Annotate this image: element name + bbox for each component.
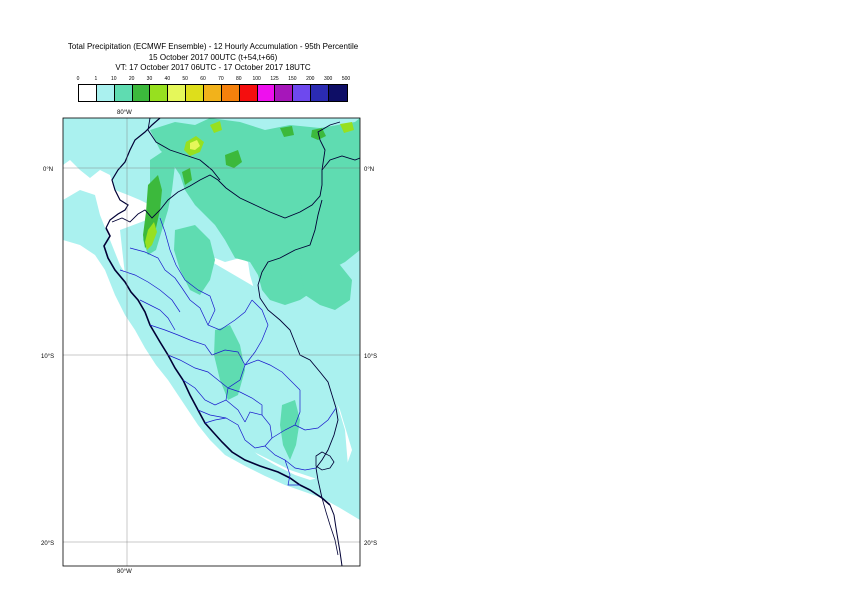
legend-tick-label: 100 — [252, 76, 261, 82]
legend-tick-label: 0 — [76, 76, 80, 82]
legend-tick-label: 10 — [110, 76, 117, 82]
coastline-ecuador — [105, 118, 161, 229]
precip-area-30-40-a — [145, 222, 157, 250]
legend-swatch — [150, 85, 169, 101]
lon-label-top-80w: 80°W — [117, 110, 132, 116]
dept-line-9 — [244, 359, 301, 391]
dept-line-17 — [139, 299, 176, 331]
precip-area-10-20-north — [150, 118, 360, 305]
color-legend: 0 1 10 20 30 40 50 60 70 80 100 125 150 200 300 500 — [76, 76, 351, 102]
legend-swatch — [132, 85, 151, 101]
legend-swatch — [79, 85, 97, 101]
legend-swatch — [239, 85, 258, 101]
legend-swatch — [275, 85, 294, 101]
legend-tick-label: 300 — [323, 76, 333, 82]
lat-label-left-10s: 10°S — [41, 354, 54, 360]
title-line-1: Total Precipitation (ECMWF Ensemble) - 1… — [67, 42, 359, 51]
legend-tick-label: 200 — [306, 76, 315, 82]
dept-line-16 — [227, 387, 263, 415]
title-line-2: 15 October 2017 00UTC (t+54,t+66) — [148, 52, 278, 62]
dept-line-6 — [167, 354, 229, 389]
precip-area-10-20-south — [214, 325, 245, 400]
dept-line-4 — [181, 287, 253, 331]
dept-line-5 — [149, 324, 213, 356]
map-frame-border — [62, 117, 361, 567]
precip-area-1-10-coast — [63, 190, 360, 520]
legend-swatch — [114, 85, 133, 101]
precip-area-10-20-andes — [174, 225, 215, 295]
legend-swatch — [96, 85, 115, 101]
lat-label-right-20s: 20°S — [364, 541, 377, 547]
legend-tick-label: 50 — [182, 76, 188, 82]
legend-tick-labels: 0 1 10 20 30 40 50 60 70 80 100 125 150 200 300 500 — [76, 76, 351, 84]
precip-area-20-30-f — [210, 121, 222, 133]
precip-area-40-50 — [190, 140, 200, 150]
lat-label-right-10s: 10°S — [364, 354, 377, 360]
lat-label-left-0: 0°N — [43, 167, 53, 173]
legend-tick-label: 60 — [200, 76, 206, 82]
legend-tick-label: 30 — [146, 76, 153, 82]
dept-line-3 — [159, 217, 216, 326]
dept-line-2 — [119, 269, 181, 313]
title-line-3: VT: 17 October 2017 06UTC - 17 October 2… — [115, 63, 311, 72]
lat-label-right-0: 0°N — [364, 167, 374, 173]
precip-area-10-20-east — [300, 260, 352, 310]
legend-tick-label: 500 — [341, 76, 351, 82]
legend-swatch — [293, 85, 312, 101]
legend-swatch — [257, 85, 276, 101]
border-bolivia-peru — [315, 394, 339, 499]
lake-titicaca — [315, 451, 335, 471]
legend-tick-label: 40 — [164, 76, 171, 82]
legend-tick-label: 125 — [270, 76, 279, 82]
dept-line-10 — [204, 411, 273, 449]
legend-swatch — [168, 85, 187, 101]
legend-tick-label: 20 — [128, 76, 135, 82]
coastline-chile — [329, 504, 343, 566]
lat-label-left-20s: 20°S — [41, 541, 54, 547]
precip-area-20-30-b — [225, 150, 242, 168]
legend-swatch — [329, 85, 347, 101]
graticule — [63, 118, 360, 566]
border-brazil-peru — [257, 199, 333, 396]
dept-line-14 — [284, 459, 300, 486]
legend-swatch — [221, 85, 240, 101]
border-east-loop — [321, 155, 360, 171]
dept-line-12 — [294, 407, 337, 431]
legend-tick-label: 70 — [218, 76, 224, 82]
dept-line-8 — [182, 379, 246, 423]
border-ecuador-peru — [111, 121, 341, 223]
legend-swatch — [311, 85, 330, 101]
legend-color-bar — [78, 84, 348, 102]
coastlines-and-borders — [103, 118, 360, 566]
dept-line-1 — [129, 247, 183, 289]
coastline-peru — [103, 227, 331, 506]
precip-area-10-20-se — [280, 400, 300, 460]
border-chile-bolivia — [321, 497, 339, 556]
dept-line-18 — [197, 409, 227, 419]
precip-area-20-30-g — [182, 168, 192, 185]
legend-tick-label: 1 — [94, 76, 98, 82]
legend-swatch — [186, 85, 205, 101]
dept-line-13 — [264, 445, 317, 471]
precip-area-20-30 — [143, 175, 162, 248]
legend-swatch — [204, 85, 222, 101]
precipitation-shading — [63, 118, 360, 520]
legend-tick-label: 150 — [288, 76, 297, 82]
precip-area-20-30-e — [280, 126, 294, 137]
dept-line-15 — [244, 299, 269, 366]
lon-label-bottom-80w: 80°W — [117, 569, 132, 575]
chart-title-block: Total Precipitation (ECMWF Ensemble) - 1… — [40, 42, 386, 74]
precip-area-20-30-d — [340, 122, 354, 133]
legend-tick-label: 80 — [236, 76, 242, 82]
border-colombia — [147, 118, 221, 181]
department-boundaries — [119, 217, 337, 486]
